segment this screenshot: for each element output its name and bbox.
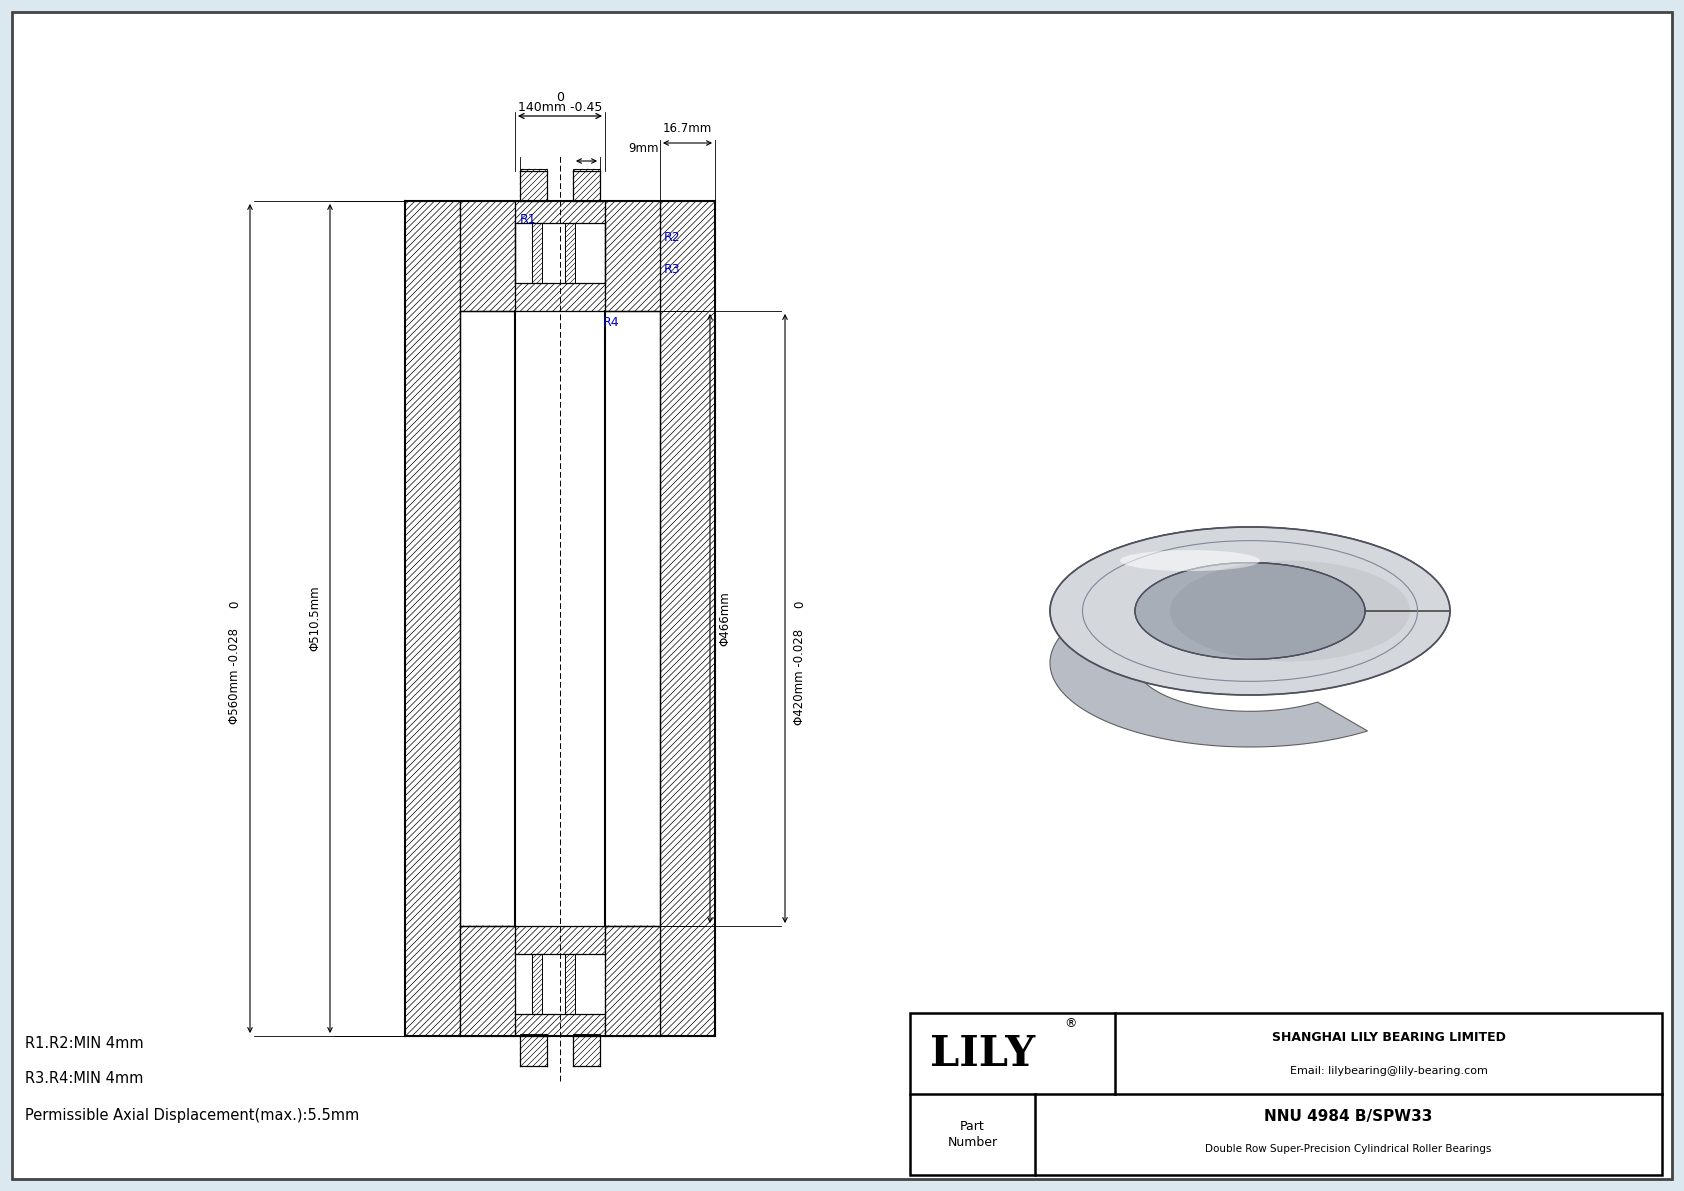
Bar (573, 1034, 600, 1066)
Bar (566, 223, 574, 283)
Ellipse shape (1120, 550, 1260, 572)
Text: Email: lilybearing@lily-bearing.com: Email: lilybearing@lily-bearing.com (1290, 1066, 1487, 1077)
Bar (909, 1014, 1662, 1176)
Bar (605, 925, 660, 1036)
Bar (460, 925, 515, 1036)
Bar (532, 954, 542, 1014)
Polygon shape (1051, 526, 1450, 696)
Polygon shape (1071, 526, 1428, 625)
Text: Double Row Super-Precision Cylindrical Roller Bearings: Double Row Super-Precision Cylindrical R… (1206, 1145, 1492, 1154)
Bar (460, 925, 660, 1036)
Text: R4: R4 (603, 316, 620, 329)
Bar (515, 954, 605, 1014)
Bar (605, 925, 660, 1036)
Text: Φ510.5mm: Φ510.5mm (308, 586, 322, 651)
Bar (532, 223, 542, 283)
Text: Permissible Axial Displacement(max.):5.5mm: Permissible Axial Displacement(max.):5.5… (25, 1108, 359, 1123)
Text: Part
Number: Part Number (948, 1121, 997, 1148)
Text: 9mm: 9mm (628, 142, 658, 155)
Polygon shape (1051, 579, 1367, 747)
Bar (515, 311, 605, 925)
Text: Φ466mm: Φ466mm (719, 591, 731, 646)
Text: 0: 0 (793, 601, 807, 609)
Bar (460, 201, 515, 311)
Text: 0: 0 (556, 91, 564, 104)
Text: Φ420mm -0.028: Φ420mm -0.028 (793, 629, 807, 724)
Text: R3: R3 (663, 263, 680, 276)
Bar (520, 169, 547, 201)
Bar (404, 201, 460, 1036)
Text: NNU 4984 B/SPW33: NNU 4984 B/SPW33 (1265, 1109, 1433, 1124)
Text: Φ560mm -0.028: Φ560mm -0.028 (229, 629, 241, 724)
Text: ®: ® (1064, 1017, 1076, 1030)
Bar (460, 925, 515, 1036)
Text: 140mm -0.45: 140mm -0.45 (517, 101, 603, 114)
Text: 0: 0 (229, 601, 241, 609)
Bar (460, 311, 660, 925)
Bar (566, 954, 574, 1014)
Text: R1.R2:MIN 4mm: R1.R2:MIN 4mm (25, 1036, 143, 1050)
Bar (660, 201, 716, 1036)
Text: R2: R2 (663, 231, 680, 244)
Text: 16.7mm: 16.7mm (663, 121, 712, 135)
Ellipse shape (1135, 562, 1366, 660)
Ellipse shape (1170, 561, 1410, 661)
Bar (605, 201, 660, 311)
Text: LILY: LILY (930, 1033, 1036, 1074)
Text: SHANGHAI LILY BEARING LIMITED: SHANGHAI LILY BEARING LIMITED (1271, 1031, 1505, 1045)
Bar (515, 223, 605, 283)
Text: R1: R1 (520, 213, 537, 226)
Bar (520, 1034, 547, 1066)
Text: R3.R4:MIN 4mm: R3.R4:MIN 4mm (25, 1071, 143, 1086)
Bar (460, 201, 660, 311)
Bar (573, 169, 600, 201)
Polygon shape (1147, 562, 1352, 641)
